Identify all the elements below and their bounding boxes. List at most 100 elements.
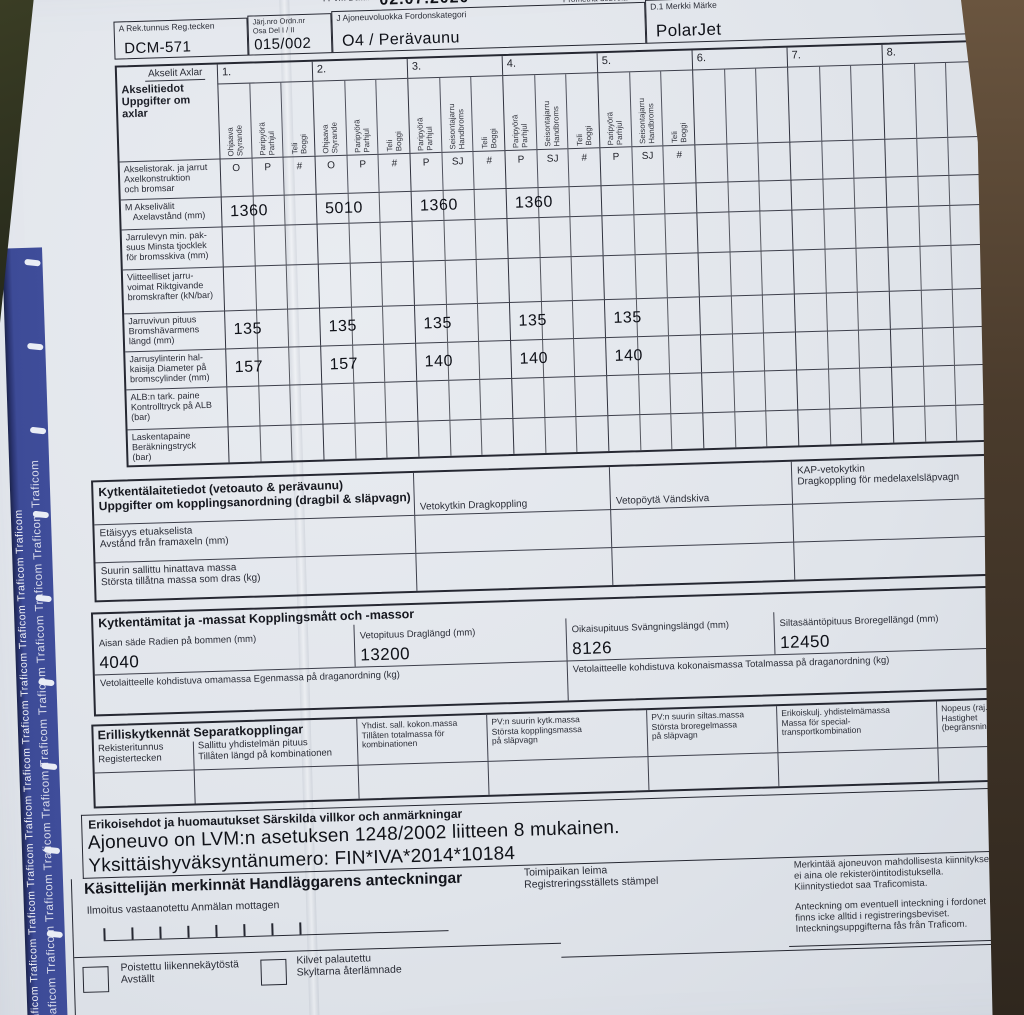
axle-mark-cell: SJ — [631, 145, 664, 185]
axle-number-cell: 5. — [596, 50, 693, 74]
axle-value-cell — [792, 246, 889, 294]
ruler-tick — [131, 927, 134, 940]
sep-col-coupling-mass: PV:n suurin kytk.massa Största kopplings… — [486, 710, 648, 761]
axle-mark-cell — [725, 142, 759, 182]
sep-col-total-mass: Yhdist. sall. kokon.massa Tillåten total… — [356, 714, 488, 765]
sep-empty-cell — [487, 756, 649, 795]
axle-number-cell: 2. — [311, 58, 408, 82]
sep-empty-cell — [193, 764, 359, 804]
ruler-tick — [243, 924, 246, 937]
plates-returned-checkbox-label: Kilvet palautettu Skyltarna återlämnade — [296, 952, 402, 979]
axle-number-cell: 1. — [216, 61, 313, 85]
axle-mark-cell — [947, 135, 981, 175]
axle-mark-cell — [757, 141, 791, 181]
axle-value-cell: 1360 — [505, 185, 602, 219]
axle-value-cell — [890, 363, 988, 407]
sep-col-bridge-mass: PV:n suurin siltas.massa Största brorege… — [646, 706, 778, 757]
make-label: D.1 Merkki Märke — [650, 0, 717, 12]
axle-value-cell: 135 — [224, 307, 321, 349]
axle-value-cell — [793, 290, 890, 332]
axle-table-corner: Akselit Axlar Akselitiedot Uppgifter om a… — [117, 65, 220, 162]
axle-value-cell — [222, 263, 319, 311]
axle-value-cell — [889, 325, 986, 367]
bridge-rule-length-label: Siltasääntöpituus Broregellängd (mm) — [779, 613, 939, 630]
sep-empty-cell — [937, 745, 999, 782]
coupling-empty-cell — [415, 547, 613, 591]
axle-value-cell: 157 — [320, 342, 417, 384]
axle-value-cell — [226, 383, 323, 427]
sep-col-speed: Nopeus (raj.) Hastighet (begränsning) — [935, 699, 998, 748]
axle-vertical-label: Teli Boggi — [375, 78, 410, 154]
axle-value-cell: 135 — [603, 296, 700, 338]
axle-vertical-label: Paripyörä Parhjul — [597, 72, 632, 148]
axle-vertical-label: Paripyörä Parhjul — [248, 82, 283, 158]
sep-empty-cell — [357, 760, 489, 799]
office-stamp-label: Toimipaikan leima Registreringsställets … — [523, 864, 659, 891]
coupling-empty-cell — [793, 535, 993, 580]
axle-vertical-label — [913, 62, 948, 138]
deregistered-checkbox-label: Poistettu liikennekäytöstä Avställt — [120, 958, 240, 986]
axle-value-cell: 135 — [318, 304, 416, 346]
axle-value-cell — [321, 380, 418, 424]
axle-number-cell: 6. — [691, 47, 788, 71]
axle-value-cell — [602, 252, 699, 300]
axle-value-cell — [506, 215, 603, 259]
axle-mark-cell — [852, 138, 886, 178]
axle-value-cell — [416, 377, 513, 421]
coupling-empty-cell — [610, 503, 794, 548]
axle-value-cell: 157 — [225, 345, 322, 387]
axle-vertical-label: Ohjaava Styrande — [217, 83, 252, 159]
axle-value-cell — [511, 375, 608, 418]
axle-value-cell — [696, 209, 793, 253]
axle-value-cell — [322, 420, 419, 460]
axle-value-cell — [417, 417, 514, 457]
axle-value-cell — [794, 328, 891, 370]
axle-mark-cell — [789, 140, 823, 180]
axle-vertical-label: Ohjaava Styrande — [312, 80, 347, 156]
plates-returned-checkbox[interactable] — [260, 958, 288, 986]
axle-value-cell — [600, 182, 697, 216]
axle-vertical-label — [787, 66, 821, 142]
axle-value-cell — [317, 260, 414, 308]
sep-empty-cell — [94, 769, 195, 807]
sep-col-regnumber: Rekisteritunnus Registertecken — [97, 741, 164, 765]
axle-vertical-label — [882, 63, 916, 139]
axle-value-cell: 140 — [604, 334, 702, 376]
ruler-tick — [103, 928, 106, 941]
axle-mark-cell: P — [346, 153, 379, 193]
turning-length-label: Oikaisupituus Svängningslängd (mm) — [571, 619, 730, 636]
axle-value-cell — [702, 409, 799, 449]
axle-vertical-label — [755, 67, 790, 143]
coupling-empty-cell — [792, 497, 992, 542]
axle-value-cell — [791, 206, 888, 250]
ruler-tick — [299, 922, 302, 935]
axle-mark-cell: O — [314, 154, 348, 194]
axle-vertical-label: Paripyörä Parhjul — [502, 75, 537, 151]
axle-vertical-label — [818, 65, 853, 141]
drawing-length-cell: Vetopituus Draglängd (mm) 13200 — [353, 618, 567, 667]
ruler-tick — [271, 923, 274, 936]
axle-row-label: ALB:n tark. paine Kontrolltryck på ALB (… — [126, 386, 228, 430]
date-label: I Pvm Datum — [323, 0, 375, 3]
axles-corner-label: Akselit Axlar — [144, 66, 206, 82]
deregistered-checkbox[interactable] — [82, 966, 110, 993]
axle-value-cell: 1360 — [410, 188, 507, 221]
axle-vertical-label — [945, 62, 980, 137]
coupling-col-vetokytkin: Vetokytkin Dragkoppling — [412, 467, 611, 515]
turning-length-cell: Oikaisupituus Svängningslängd (mm) 8126 — [565, 612, 775, 661]
drawing-length-label: Vetopituus Draglängd (mm) — [359, 627, 476, 642]
axle-mark-cell: P — [251, 156, 284, 196]
axle-number-cell: 4. — [501, 53, 598, 77]
axle-vertical-label: Teli Boggi — [470, 76, 505, 152]
axle-mark-cell: P — [599, 146, 633, 186]
axle-value-cell — [412, 258, 509, 305]
axle-vertical-label — [850, 64, 885, 140]
axle-row-label: Viitteelliset jarru- voimat Riktgivande … — [122, 266, 225, 314]
registration-number-value: DCM-571 — [123, 38, 192, 58]
coupling-col-vetopoyta: Vetopöytä Vändskiva — [608, 461, 793, 510]
axle-vertical-label: Paripyörä Parhjul — [343, 79, 378, 155]
axle-vertical-label — [723, 68, 758, 144]
ruler-tick — [159, 926, 162, 939]
